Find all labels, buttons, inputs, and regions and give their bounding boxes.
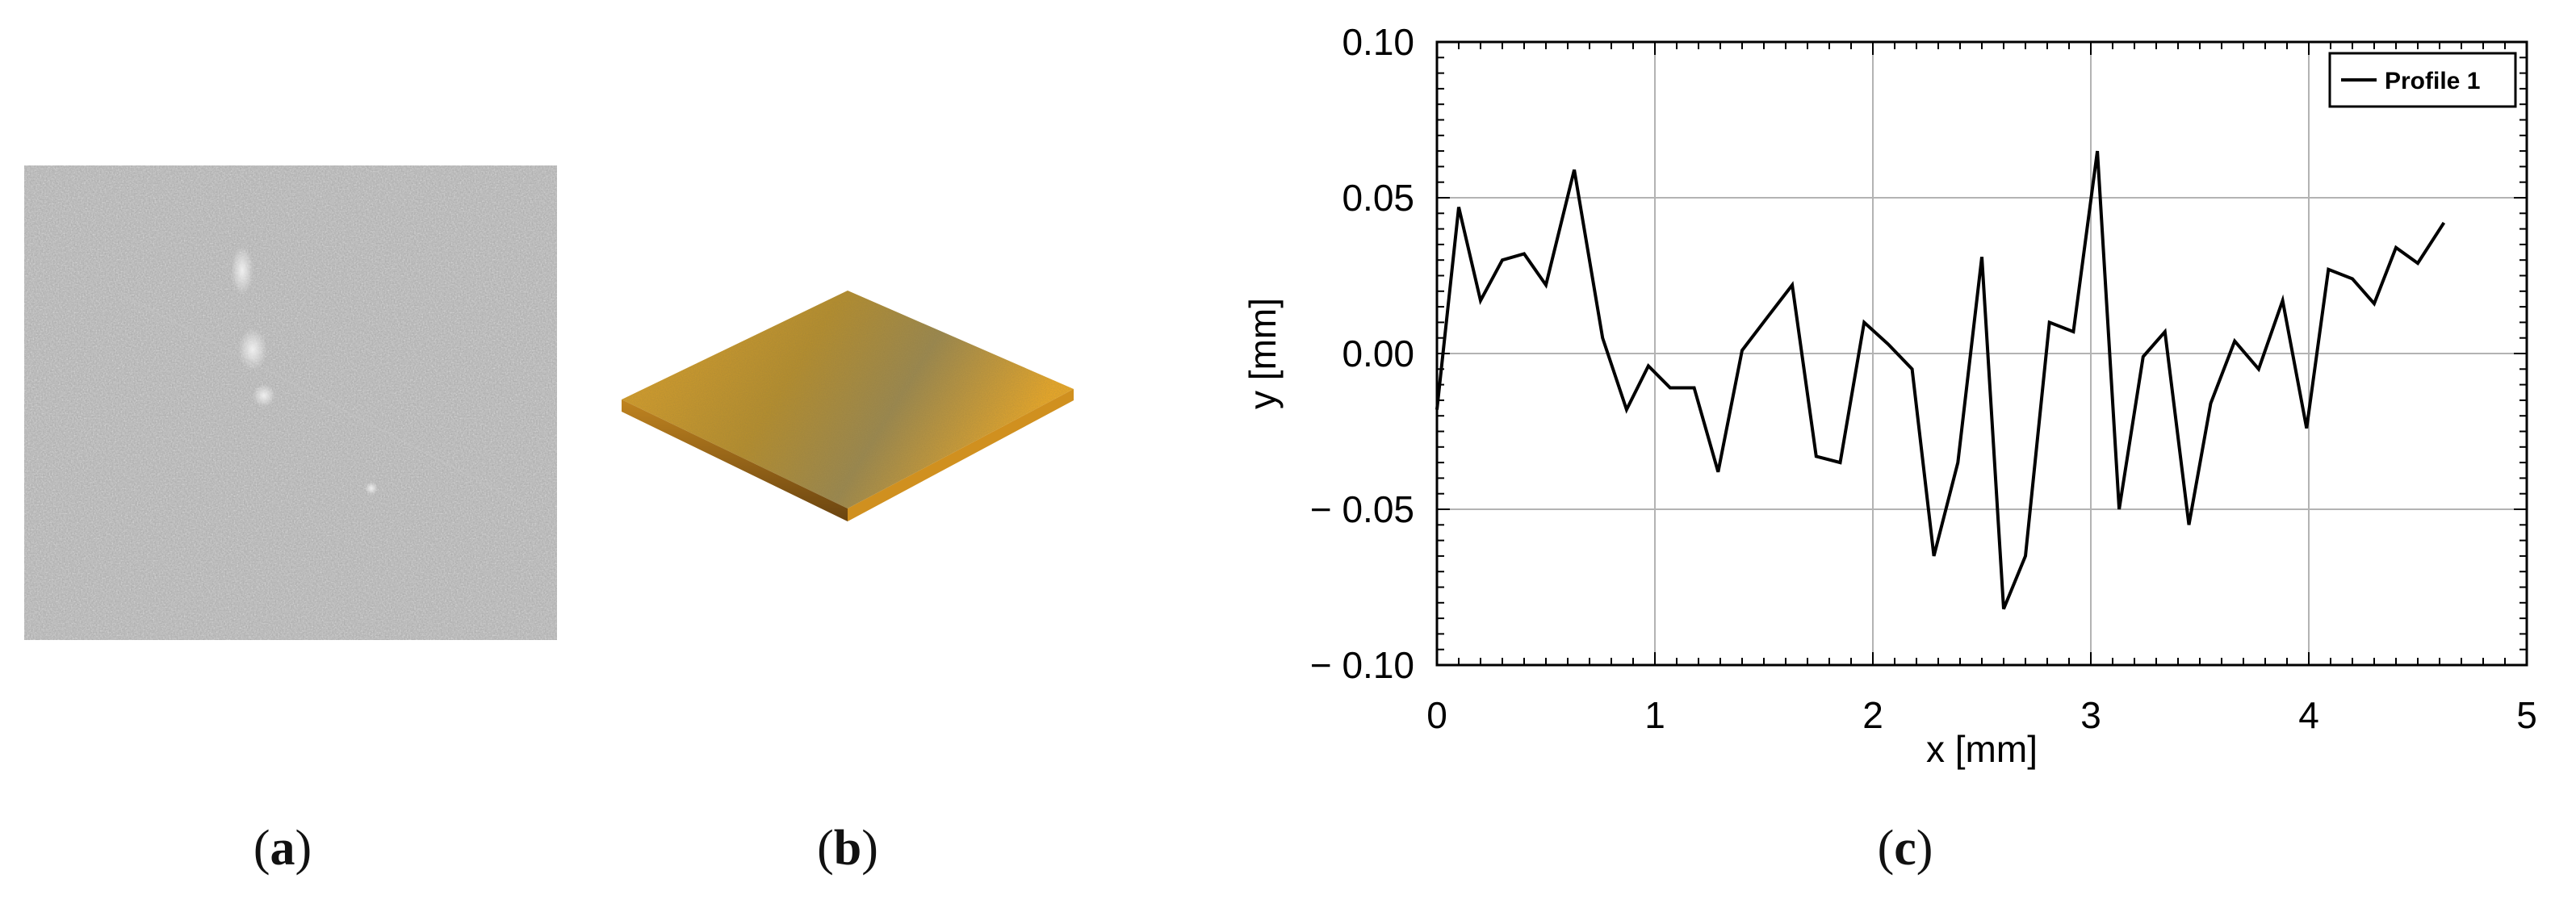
x-tick-label: 5 bbox=[2516, 694, 2537, 736]
panel-label-a-letter: a bbox=[270, 821, 295, 876]
series-line-profile-1 bbox=[1435, 150, 2446, 610]
y-tick-label: − 0.10 bbox=[1310, 644, 1414, 686]
x-tick-label: 3 bbox=[2080, 694, 2101, 736]
panel-label-a-open: ( bbox=[253, 821, 270, 876]
panel-label-b-open: ( bbox=[817, 821, 834, 876]
chart-gridlines bbox=[1437, 42, 2527, 665]
y-tick-label: 0.05 bbox=[1342, 177, 1414, 219]
y-axis-tick-labels: 0.10 0.05 0.00 − 0.05 − 0.10 bbox=[1310, 21, 1414, 686]
y-tick-label: − 0.05 bbox=[1310, 488, 1414, 530]
panel-label-c: (c) bbox=[1878, 820, 1933, 877]
panel-label-c-letter: c bbox=[1894, 821, 1916, 876]
legend-label-profile-1: Profile 1 bbox=[2385, 68, 2480, 94]
profile-line-chart: 0.10 0.05 0.00 − 0.05 − 0.10 0 1 2 3 4 5 y [mm] x… bbox=[1242, 21, 2537, 770]
surface-micrograph-image bbox=[24, 165, 557, 640]
panel-label-c-open: ( bbox=[1877, 821, 1895, 876]
panel-label-b: (b) bbox=[817, 820, 878, 877]
panel-label-b-letter: b bbox=[833, 821, 862, 876]
x-tick-label: 0 bbox=[1426, 694, 1447, 736]
plot-area-frame bbox=[1435, 40, 2528, 667]
x-tick-label: 4 bbox=[2298, 694, 2319, 736]
x-axis-label: x [mm] bbox=[1926, 728, 2038, 770]
y-tick-label: 0.00 bbox=[1342, 333, 1414, 374]
panel-label-a-close: ) bbox=[295, 821, 312, 876]
chart-legend: Profile 1 bbox=[2328, 52, 2517, 108]
panel-label-b-close: ) bbox=[861, 821, 878, 876]
x-tick-label: 2 bbox=[1862, 694, 1883, 736]
panel-label-a: (a) bbox=[253, 820, 312, 877]
surface-3d-render bbox=[622, 291, 1074, 521]
panel-label-c-close: ) bbox=[1916, 821, 1933, 876]
x-tick-label: 1 bbox=[1644, 694, 1665, 736]
x-axis-tick-labels: 0 1 2 3 4 5 bbox=[1426, 694, 2537, 736]
y-axis-label: y [mm] bbox=[1242, 298, 1284, 409]
y-tick-label: 0.10 bbox=[1342, 21, 1414, 63]
